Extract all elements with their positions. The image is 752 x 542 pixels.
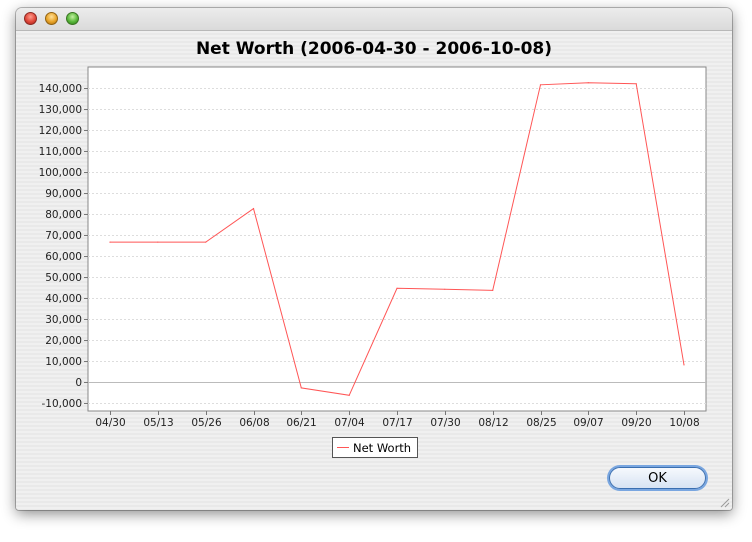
chart-legend: Net Worth (332, 437, 419, 458)
data-point (539, 84, 542, 86)
zoom-window-button[interactable] (66, 12, 79, 25)
x-tick-label: 05/13 (143, 417, 173, 429)
x-tick-label: 08/12 (478, 417, 508, 429)
x-tick-label: 09/07 (573, 417, 603, 429)
y-tick-label: 20,000 (45, 335, 82, 347)
x-tick-label: 06/08 (239, 417, 269, 429)
x-tick-label: 07/30 (430, 417, 460, 429)
data-point (683, 364, 685, 366)
chart-title: Net Worth (2006-04-30 - 2006-10-08) (195, 39, 553, 59)
y-tick-label: 60,000 (45, 251, 82, 263)
ok-button[interactable]: OK (609, 467, 706, 489)
y-tick-label: 100,000 (39, 167, 82, 179)
x-tick-label: 05/26 (191, 417, 222, 429)
y-tick-label: 140,000 (39, 83, 82, 95)
plot-area (87, 66, 707, 412)
y-tick-label: -10,000 (41, 398, 82, 410)
y-tick-label: 10,000 (45, 356, 82, 368)
data-point (109, 241, 111, 243)
legend-swatch (337, 447, 349, 448)
data-point (348, 394, 350, 396)
y-tick-label: 70,000 (45, 230, 82, 242)
y-tick-label: 110,000 (39, 146, 82, 158)
y-tick-label: 120,000 (39, 125, 82, 137)
net-worth-chart: -10,000 0 10,000 20,000 30,000 40,000 50,000 60… (39, 66, 707, 429)
x-tick-label: 07/17 (382, 417, 412, 429)
data-point (444, 288, 446, 290)
y-tick-label: 0 (75, 377, 82, 389)
data-point (492, 289, 494, 291)
data-point (205, 241, 207, 243)
y-tick-label: 50,000 (45, 272, 82, 284)
y-tick-label: 40,000 (45, 293, 82, 305)
x-tick-label: 10/08 (669, 417, 699, 429)
close-window-button[interactable] (24, 12, 37, 25)
y-tick-label: 80,000 (45, 209, 82, 221)
x-tick-label: 07/04 (334, 417, 365, 429)
x-tick-label: 04/30 (95, 417, 125, 429)
y-tick-label: 30,000 (45, 314, 82, 326)
y-tick-label: 90,000 (45, 188, 82, 200)
resize-grip-icon[interactable] (718, 496, 730, 508)
data-point (396, 287, 398, 289)
window-titlebar[interactable] (16, 8, 732, 31)
data-point (300, 387, 302, 389)
legend-label-net-worth: Net Worth (353, 440, 412, 455)
x-tick-label: 06/21 (286, 417, 316, 429)
chart-window: Net Worth (2006-04-30 - 2006-10-08) -10,… (16, 8, 732, 510)
data-point (252, 208, 255, 210)
minimize-window-button[interactable] (45, 12, 58, 25)
x-tick-label: 09/20 (621, 417, 651, 429)
y-tick-label: 130,000 (39, 104, 82, 116)
data-point (157, 241, 159, 243)
window-content: Net Worth (2006-04-30 - 2006-10-08) -10,… (16, 31, 732, 510)
data-point (587, 82, 589, 84)
x-tick-label: 08/25 (526, 417, 556, 429)
data-point (635, 83, 637, 85)
